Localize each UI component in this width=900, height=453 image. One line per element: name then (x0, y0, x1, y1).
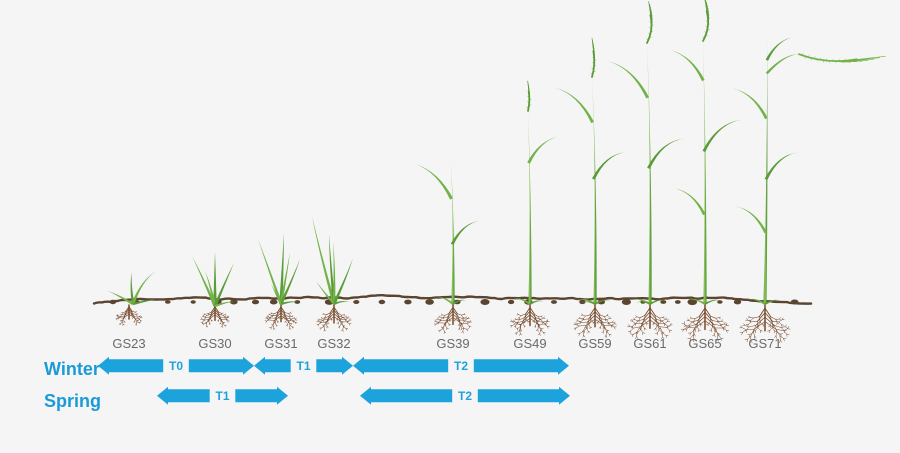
svg-text:T1: T1 (215, 389, 229, 403)
svg-text:T2: T2 (458, 389, 472, 403)
svg-text:T1: T1 (296, 359, 310, 373)
svg-text:T0: T0 (169, 359, 183, 373)
svg-text:T2: T2 (454, 359, 468, 373)
